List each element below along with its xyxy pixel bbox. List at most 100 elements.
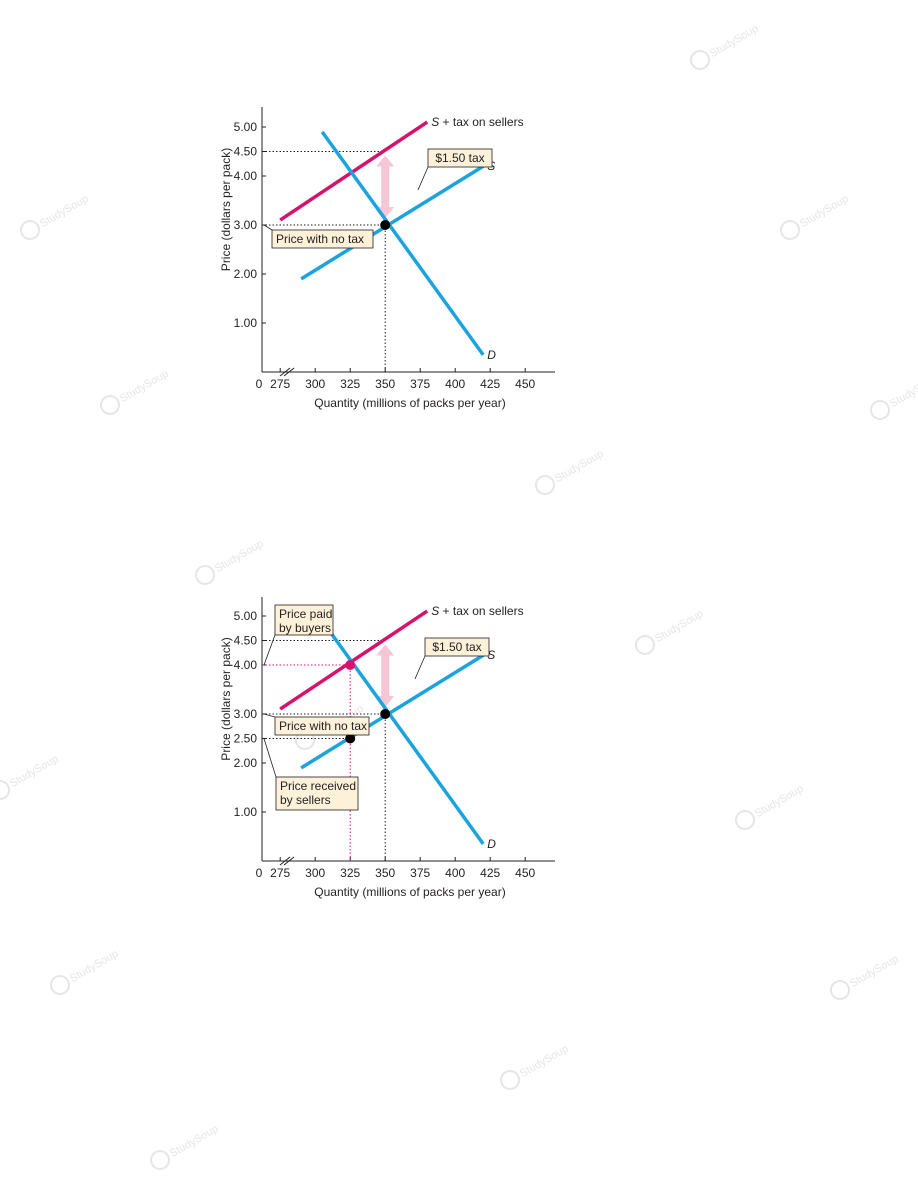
callout-text: Price received bbox=[280, 779, 356, 793]
y-tick-label: 2.50 bbox=[234, 732, 258, 746]
watermark: StudySoup bbox=[735, 783, 806, 830]
watermark: StudySoup bbox=[20, 193, 91, 240]
watermark-text: StudySoup bbox=[38, 193, 91, 230]
tax-label: $1.50 tax bbox=[432, 640, 481, 654]
watermark: StudySoup bbox=[0, 753, 61, 800]
watermark: StudySoup bbox=[500, 1043, 571, 1090]
x-tick-label: 375 bbox=[410, 866, 430, 880]
watermark-logo-icon bbox=[535, 475, 555, 495]
watermark-logo-icon bbox=[870, 400, 890, 420]
tax-label: $1.50 tax bbox=[435, 151, 484, 165]
watermark-text: StudySoup bbox=[653, 608, 706, 645]
series-label-supply: S bbox=[487, 648, 495, 662]
tax-label-box bbox=[424, 637, 490, 657]
y-tick-label: 4.50 bbox=[234, 634, 258, 648]
y-tick-label: 1.00 bbox=[234, 316, 258, 330]
watermark-text: StudySoup bbox=[753, 783, 806, 820]
callout-box bbox=[274, 604, 334, 636]
watermark: StudySoup bbox=[870, 373, 918, 420]
watermark-text: StudySoup bbox=[68, 948, 121, 985]
y-axis-title: Price (dollars per pack) bbox=[219, 637, 233, 760]
callout-text: by sellers bbox=[280, 793, 331, 807]
watermark-layer: StudySoup StudySoup StudySoup StudySoup Stud… bbox=[0, 23, 918, 1170]
watermark-logo-icon bbox=[780, 220, 800, 240]
watermark-logo-icon bbox=[735, 810, 755, 830]
x-tick-label: 350 bbox=[375, 866, 395, 880]
x-tick-label: 325 bbox=[340, 866, 360, 880]
callout-box bbox=[271, 229, 374, 249]
watermark: StudySoup bbox=[635, 608, 706, 655]
y-tick-label: 4.00 bbox=[234, 169, 258, 183]
axis-break-mark bbox=[283, 856, 295, 866]
callout-leader bbox=[263, 224, 273, 231]
watermark-text: StudySoup bbox=[118, 368, 171, 405]
series-line-supply-plus-tax bbox=[279, 120, 429, 222]
axis-break-mark bbox=[279, 856, 291, 866]
callout-box bbox=[275, 776, 359, 811]
data-point bbox=[345, 660, 356, 670]
watermark: StudySoup bbox=[195, 538, 266, 585]
origin-label: 0 bbox=[256, 377, 263, 391]
watermark-logo-icon bbox=[0, 780, 10, 800]
x-tick-label: 275 bbox=[270, 377, 290, 391]
y-tick-label: 5.00 bbox=[234, 609, 258, 623]
callout-leader bbox=[263, 634, 276, 666]
series-line-demand bbox=[320, 619, 485, 845]
x-tick-label: 450 bbox=[515, 377, 535, 391]
y-tick-label: 2.00 bbox=[234, 267, 258, 281]
series-line-supply-plus-tax bbox=[279, 609, 429, 711]
y-axis-title: Price (dollars per pack) bbox=[219, 148, 233, 271]
y-tick-label: 3.00 bbox=[234, 218, 258, 232]
tax-arrow-head-up bbox=[376, 155, 395, 167]
callout-box bbox=[274, 716, 370, 736]
x-tick-label: 325 bbox=[340, 377, 360, 391]
series-label-supply-plus-tax: S + tax on sellers bbox=[431, 604, 523, 618]
watermark-text: StudySoup bbox=[848, 953, 901, 990]
series-label-demand: D bbox=[487, 837, 496, 851]
watermark: StudySoup bbox=[535, 448, 606, 495]
equilibrium-point bbox=[380, 709, 391, 719]
watermark-text: StudySoup bbox=[213, 538, 266, 575]
data-point bbox=[345, 733, 356, 744]
watermark: StudySoup bbox=[690, 23, 761, 70]
watermark-logo-icon bbox=[500, 1070, 520, 1090]
tax-label-leader bbox=[414, 655, 426, 680]
tax-arrow-head-down bbox=[376, 207, 395, 218]
watermark: StudySoup bbox=[150, 1123, 221, 1170]
watermark: StudySoup bbox=[50, 948, 121, 995]
y-tick-label: 4.00 bbox=[234, 658, 258, 672]
callout-leader bbox=[263, 738, 277, 778]
watermark-text: StudySoup bbox=[798, 193, 851, 230]
tax-label-box bbox=[427, 148, 493, 168]
callout-text: Price with no tax bbox=[279, 719, 367, 733]
watermark-logo-icon bbox=[20, 220, 40, 240]
y-tick-label: 5.00 bbox=[234, 120, 258, 134]
x-tick-label: 375 bbox=[410, 377, 430, 391]
y-tick-label: 4.50 bbox=[234, 145, 258, 159]
callout-text: Price paid bbox=[279, 607, 332, 621]
x-tick-label: 275 bbox=[270, 866, 290, 880]
y-tick-label: 3.00 bbox=[234, 707, 258, 721]
watermark-logo-icon bbox=[830, 980, 850, 1000]
watermark-logo-icon bbox=[690, 50, 710, 70]
watermark: StudySoup bbox=[780, 193, 851, 240]
callout-leader bbox=[263, 713, 276, 718]
tax-arrow-head-down bbox=[376, 696, 395, 707]
watermark-text: StudySoup bbox=[168, 1123, 221, 1160]
watermark-text: StudySoup bbox=[518, 1043, 571, 1080]
x-tick-label: 350 bbox=[375, 377, 395, 391]
callout-text: by buyers bbox=[279, 621, 331, 635]
x-tick-label: 450 bbox=[515, 866, 535, 880]
series-label-demand: D bbox=[487, 348, 496, 362]
watermark-logo-icon bbox=[195, 565, 215, 585]
origin-label: 0 bbox=[256, 866, 263, 880]
x-tick-label: 400 bbox=[445, 377, 465, 391]
series-label-supply-plus-tax: S + tax on sellers bbox=[431, 115, 523, 129]
watermark-text: StudySoup bbox=[553, 448, 606, 485]
tax-label-leader bbox=[417, 166, 429, 191]
watermark: StudySoup bbox=[100, 368, 171, 415]
axis-break-mark bbox=[279, 367, 291, 377]
series-line-supply bbox=[300, 164, 485, 281]
chart-tax-incidence: 0 275 300 325 350 375 400 425 450 1.00 2.00 2.50 3.0… bbox=[219, 597, 555, 899]
